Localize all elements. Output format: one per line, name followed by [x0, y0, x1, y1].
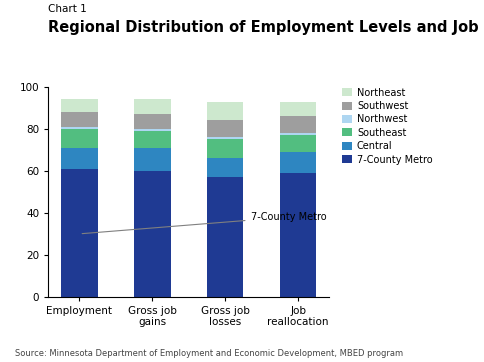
Bar	[134, 171, 170, 297]
Bar	[61, 129, 98, 148]
Bar	[61, 112, 98, 127]
Bar	[207, 87, 243, 102]
Bar	[207, 121, 243, 137]
Bar	[280, 116, 317, 133]
Bar	[207, 102, 243, 121]
Legend: Northeast, Southwest, Northwest, Southeast, Central, 7-County Metro: Northeast, Southwest, Northwest, Southea…	[342, 88, 433, 165]
Text: Chart 1: Chart 1	[48, 4, 87, 14]
Bar	[61, 169, 98, 297]
Bar	[61, 127, 98, 129]
Bar	[134, 114, 170, 129]
Bar	[134, 131, 170, 148]
Bar	[134, 129, 170, 131]
Bar	[207, 177, 243, 297]
Bar	[134, 100, 170, 114]
Bar	[280, 102, 317, 116]
Bar	[207, 137, 243, 139]
Bar	[280, 135, 317, 152]
Text: Source: Minnesota Department of Employment and Economic Development, MBED progra: Source: Minnesota Department of Employme…	[15, 349, 403, 358]
Text: Regional Distribution of Employment Levels and Job Dynamics: Regional Distribution of Employment Leve…	[48, 20, 484, 35]
Bar	[280, 173, 317, 297]
Bar	[207, 139, 243, 158]
Bar	[280, 152, 317, 173]
Bar	[134, 148, 170, 171]
Bar	[61, 87, 98, 100]
Bar	[280, 87, 317, 102]
Text: 7-County Metro: 7-County Metro	[82, 212, 326, 233]
Bar	[61, 100, 98, 112]
Bar	[134, 87, 170, 100]
Bar	[61, 148, 98, 169]
Bar	[280, 133, 317, 135]
Bar	[207, 158, 243, 177]
